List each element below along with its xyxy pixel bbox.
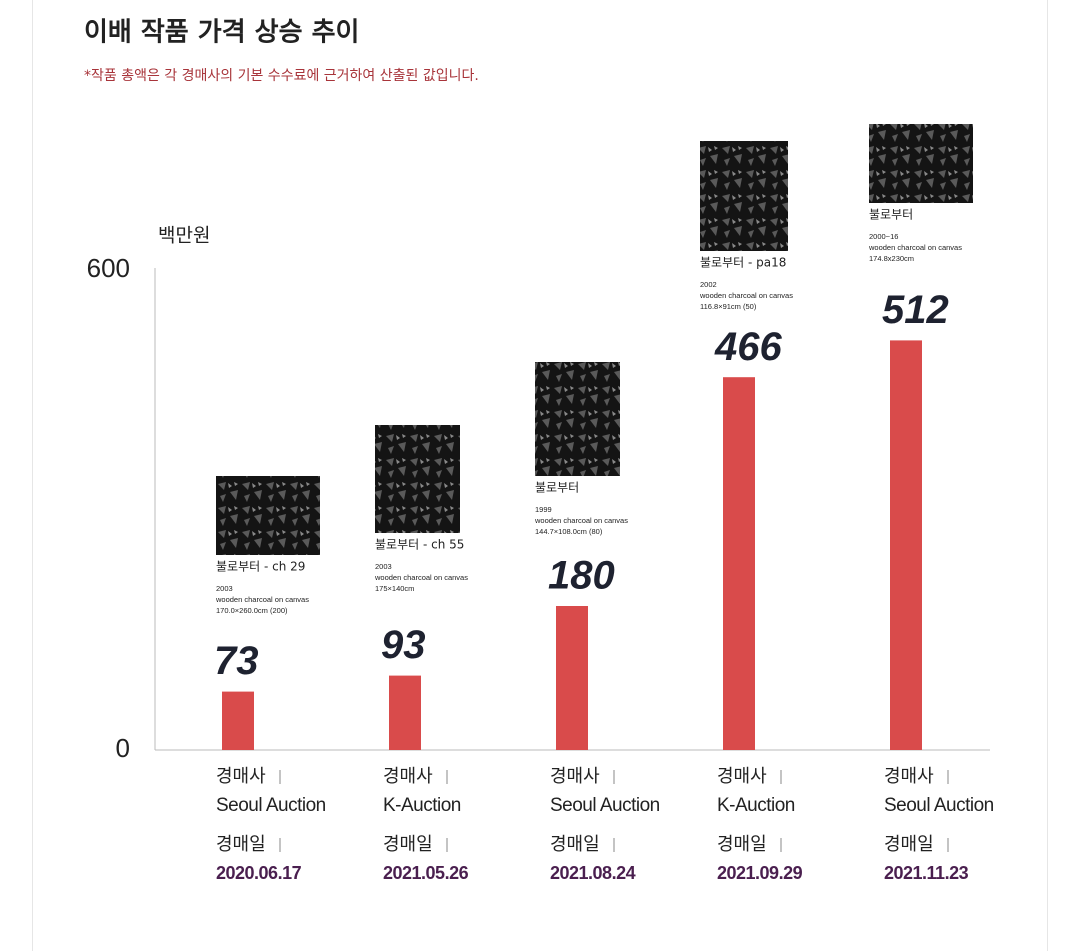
work-medium: wooden charcoal on canvas	[699, 291, 793, 300]
date-label: 경매일	[884, 834, 934, 855]
chart-title: 이배 작품 가격 상승 추이	[84, 18, 359, 48]
bar	[556, 606, 588, 750]
bar	[890, 340, 922, 750]
work-year: 2003	[375, 562, 392, 571]
value-label: 180	[548, 554, 615, 598]
auction-house: Seoul Auction	[884, 795, 994, 816]
y-tick-label: 600	[87, 253, 130, 283]
auction-house: K-Auction	[383, 795, 461, 816]
auction-house: Seoul Auction	[216, 795, 326, 816]
bar	[389, 675, 421, 750]
bar	[222, 691, 254, 750]
artwork-image	[535, 362, 620, 476]
auction-house-label: 경매사	[717, 766, 767, 787]
work-medium: wooden charcoal on canvas	[374, 573, 468, 582]
work-year: 2000~16	[869, 232, 898, 241]
date-label: 경매일	[550, 834, 600, 855]
x-tick-label: 2021.08.24	[550, 863, 636, 883]
work-medium: wooden charcoal on canvas	[534, 516, 628, 525]
work-year: 2002	[700, 280, 717, 289]
value-label: 512	[882, 288, 949, 332]
chart-subtitle: *작품 총액은 각 경매사의 기본 수수료에 근거하여 산출된 값입니다.	[84, 68, 479, 84]
bar	[723, 377, 755, 750]
auction-house: Seoul Auction	[550, 795, 660, 816]
value-label: 466	[714, 325, 782, 369]
x-tick-label: 2021.11.23	[884, 863, 969, 883]
artwork-image	[216, 476, 320, 555]
work-title: 불로부터 - ch 55	[375, 538, 464, 552]
work-medium: wooden charcoal on canvas	[868, 243, 962, 252]
work-size: 175×140cm	[375, 584, 414, 593]
work-title: 불로부터 - ch 29	[216, 560, 305, 574]
work-size: 170.0×260.0cm (200)	[216, 606, 288, 615]
artwork-image	[375, 425, 460, 533]
artwork-image	[700, 141, 788, 251]
date-label: 경매일	[216, 834, 266, 855]
work-size: 144.7×108.0cm (80)	[535, 527, 603, 536]
auction-house-label: 경매사	[216, 766, 266, 787]
work-title: 불로부터	[535, 481, 579, 495]
artwork-image	[869, 124, 973, 203]
work-medium: wooden charcoal on canvas	[215, 595, 309, 604]
value-label: 73	[214, 639, 259, 683]
auction-house-label: 경매사	[884, 766, 934, 787]
work-year: 1999	[535, 505, 552, 514]
x-tick-label: 2021.09.29	[717, 863, 803, 883]
work-size: 116.8×91cm (50)	[700, 302, 757, 311]
work-title: 불로부터	[869, 208, 913, 222]
auction-house: K-Auction	[717, 795, 795, 816]
work-size: 174.8x230cm	[869, 254, 914, 263]
y-tick-label: 0	[116, 733, 130, 763]
work-year: 2003	[216, 584, 233, 593]
date-label: 경매일	[383, 834, 433, 855]
y-unit: 백만원	[158, 225, 210, 247]
auction-house-label: 경매사	[383, 766, 433, 787]
x-tick-label: 2020.06.17	[216, 863, 302, 883]
x-tick-label: 2021.05.26	[383, 863, 469, 883]
auction-house-label: 경매사	[550, 766, 600, 787]
work-title: 불로부터 - pa18	[700, 256, 786, 270]
value-label: 93	[381, 623, 426, 667]
date-label: 경매일	[717, 834, 767, 855]
